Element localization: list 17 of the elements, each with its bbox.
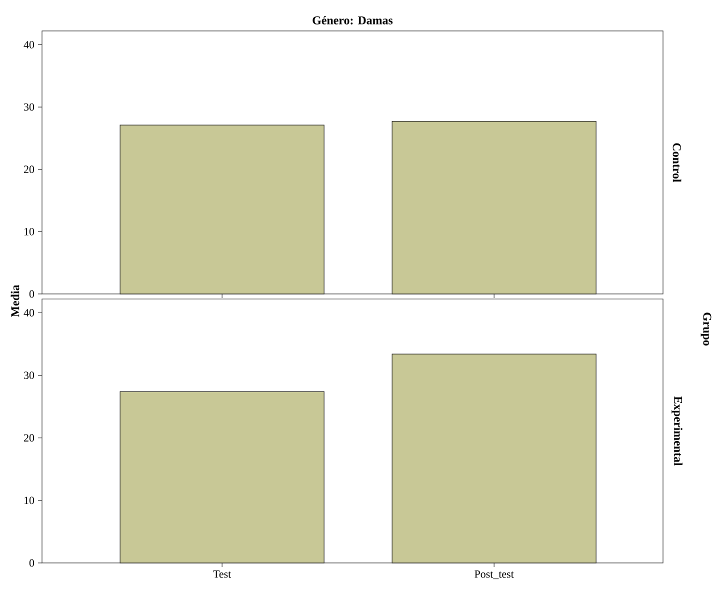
x-tick-label: Test [213, 570, 232, 578]
y-tick-label: 20 [24, 166, 34, 174]
y2-axis-title: Control [672, 143, 682, 182]
y-tick-label: 20 [24, 434, 34, 442]
text: Grupo [700, 312, 712, 346]
y-tick-label: 0 [29, 559, 34, 567]
y-tick-label: 0 [29, 290, 34, 298]
chart-title: Género: Damas [312, 16, 393, 24]
y-tick-label: 40 [24, 309, 34, 316]
y-tick-label: 10 [24, 228, 34, 236]
y-axis-title: Media [10, 284, 20, 318]
y-tick-label: 10 [24, 496, 34, 504]
y2-axis-title: Experimental [672, 396, 682, 466]
y-tick-label: 30 [24, 103, 34, 111]
y-tick-label: 30 [24, 372, 34, 380]
x-tick-label: Post_test [474, 570, 514, 580]
y-tick-label: 40 [24, 41, 34, 48]
